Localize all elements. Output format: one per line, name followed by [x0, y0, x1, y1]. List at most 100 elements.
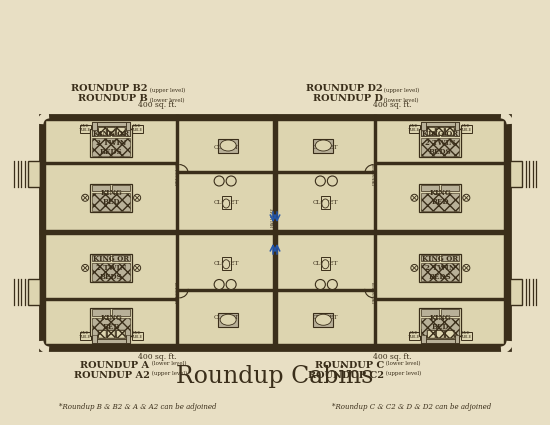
Text: DRESSER: DRESSER [175, 280, 179, 303]
Bar [222, 257, 230, 270]
Bar [419, 309, 461, 337]
Circle shape [226, 176, 236, 186]
Bar [409, 332, 420, 340]
Ellipse shape [322, 260, 329, 269]
Bar [455, 122, 459, 136]
Bar [125, 122, 130, 136]
Bar [373, 233, 377, 350]
Text: FIREPLACE: FIREPLACE [41, 159, 46, 189]
Bar [40, 115, 510, 121]
Bar [421, 130, 439, 136]
Bar [446, 330, 454, 338]
Ellipse shape [223, 260, 230, 269]
Bar [427, 127, 435, 135]
Text: CLOSET: CLOSET [213, 315, 239, 320]
Text: *Roundup C & C2 & D & D2 can be adjoined: *Roundup C & C2 & D & D2 can be adjoined [332, 403, 492, 411]
Text: ROUNDUP B2: ROUNDUP B2 [71, 84, 147, 93]
Text: KING
BED: KING BED [430, 314, 451, 331]
Text: END
TABLE: END TABLE [131, 124, 143, 132]
Bar [421, 193, 459, 211]
Bar [419, 184, 461, 212]
Bar [28, 279, 40, 305]
Bar [46, 162, 177, 164]
Circle shape [214, 176, 224, 186]
Text: DRESSER: DRESSER [373, 163, 377, 185]
Ellipse shape [223, 199, 230, 208]
Text: Roundup Cabins: Roundup Cabins [177, 366, 373, 388]
Bar [80, 332, 91, 340]
Bar [40, 344, 510, 350]
Bar [116, 330, 125, 338]
Text: (upper level): (upper level) [382, 88, 420, 93]
Bar [98, 127, 106, 135]
Bar [92, 185, 110, 191]
Bar [179, 171, 273, 174]
Circle shape [315, 176, 326, 186]
Text: FIREPLACE: FIREPLACE [504, 277, 509, 307]
Bar [92, 122, 130, 126]
Bar [421, 263, 459, 281]
Bar [107, 127, 116, 135]
Text: END
TABLE: END TABLE [79, 331, 91, 339]
Text: ROUNDUP B: ROUNDUP B [78, 94, 147, 103]
Text: CLOSET: CLOSET [312, 145, 338, 150]
Bar [92, 193, 130, 211]
Circle shape [411, 264, 418, 272]
Bar [40, 115, 510, 350]
Text: ROUNDUP D2: ROUNDUP D2 [306, 84, 382, 93]
Bar [277, 289, 373, 292]
Bar [116, 330, 125, 338]
Bar [98, 330, 106, 338]
Bar [421, 329, 459, 343]
Bar [421, 122, 426, 136]
Bar [421, 138, 459, 156]
Text: (lower level): (lower level) [384, 361, 421, 366]
Bar [92, 317, 130, 335]
Bar [421, 309, 439, 316]
Bar [419, 254, 461, 282]
Bar [510, 161, 522, 187]
Bar [314, 139, 333, 153]
Bar [441, 130, 459, 136]
Text: END
TABLE: END TABLE [79, 124, 91, 132]
Text: (lower level): (lower level) [382, 98, 419, 103]
Circle shape [463, 264, 470, 272]
Bar [131, 332, 142, 340]
Bar [504, 115, 510, 350]
Ellipse shape [315, 140, 331, 151]
Bar [455, 329, 459, 343]
Bar [441, 255, 459, 261]
Bar [107, 127, 116, 135]
Text: CLOSET: CLOSET [312, 315, 338, 320]
Bar [427, 127, 435, 135]
Text: KING OR
2 TWIN
BEDS: KING OR 2 TWIN BEDS [93, 255, 129, 281]
Bar [218, 139, 238, 153]
Bar [421, 317, 459, 335]
Text: KING
BED: KING BED [430, 189, 451, 207]
Circle shape [134, 194, 141, 201]
Text: CLOSET: CLOSET [213, 200, 239, 205]
Bar [40, 115, 46, 350]
Bar [421, 185, 439, 191]
Bar [446, 127, 454, 135]
Bar [98, 330, 106, 338]
Bar [321, 196, 330, 209]
Bar [321, 257, 330, 270]
Text: CLOSET: CLOSET [312, 200, 338, 205]
Bar [92, 122, 97, 136]
Text: ROUNDUP A2: ROUNDUP A2 [74, 371, 150, 380]
Text: (upper level): (upper level) [150, 371, 187, 376]
Bar [421, 122, 459, 136]
Bar [112, 309, 130, 316]
Text: HALLWAY: HALLWAY [275, 207, 279, 227]
Circle shape [81, 264, 89, 272]
Text: 400 sq. ft.: 400 sq. ft. [138, 101, 177, 109]
Bar [112, 185, 130, 191]
Text: END
TABLE: END TABLE [131, 331, 143, 339]
Bar [46, 298, 177, 301]
Bar [373, 115, 377, 233]
Text: KING OR
2 TWIN
BEDS: KING OR 2 TWIN BEDS [422, 255, 458, 281]
Text: (lower level): (lower level) [150, 361, 186, 366]
Text: ROUNDUP C2: ROUNDUP C2 [309, 371, 384, 380]
Bar [92, 122, 130, 136]
